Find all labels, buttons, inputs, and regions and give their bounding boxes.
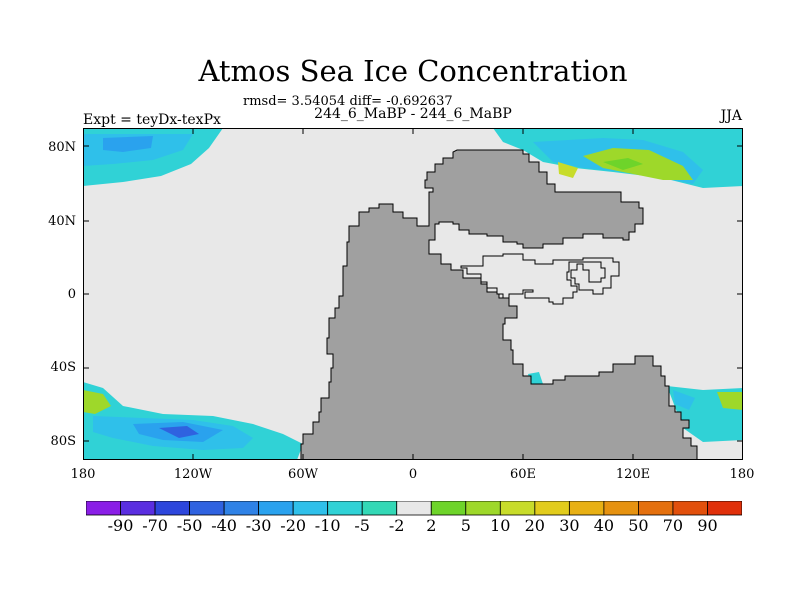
- colorbar-swatch: [396, 501, 432, 516]
- lat-tick-label: 40N: [48, 214, 76, 229]
- lat-tick-label: 80N: [48, 140, 76, 155]
- colorbar-swatch: [120, 501, 156, 516]
- colorbar-label: -40: [211, 516, 237, 535]
- inland-sea: [460, 253, 620, 305]
- lat-tick-label: 0: [67, 287, 76, 302]
- lon-tick-label: 120W: [173, 467, 213, 482]
- colorbar-swatch: [189, 501, 225, 516]
- colorbar-label: 50: [628, 516, 649, 535]
- colorbar-label: -5: [354, 516, 370, 535]
- lat-tick-label: 80S: [50, 434, 76, 449]
- land-mask: [300, 149, 698, 460]
- colorbar-label: 5: [460, 516, 471, 535]
- stats-text: rmsd= 3.54054 diff= -0.692637: [243, 94, 453, 109]
- colorbar-swatch: [154, 501, 190, 516]
- colorbar-swatch: [223, 501, 260, 516]
- colorbar-swatch: [430, 501, 467, 516]
- colorbar-swatch: [534, 501, 570, 516]
- colorbar-label: 20: [524, 516, 545, 535]
- antarctic-ice-anomaly: [83, 372, 743, 460]
- colorbar-label: -30: [245, 516, 272, 535]
- colorbar-label: -2: [388, 516, 405, 535]
- colorbar-label: 2: [426, 516, 437, 535]
- arctic-ice-anomaly: [83, 128, 743, 188]
- colorbar-label: -90: [107, 516, 134, 535]
- colorbar-label: -20: [280, 516, 307, 535]
- lon-tick-label: 120E: [615, 467, 651, 482]
- colorbar-label: 40: [593, 516, 615, 535]
- colorbar-swatch: [603, 501, 639, 516]
- colorbar-swatch: [258, 501, 294, 516]
- colorbar-swatch: [292, 501, 329, 516]
- colorbar-label: -50: [176, 516, 203, 535]
- experiment-label: Expt = teyDx-texPx: [83, 112, 221, 128]
- lat-tick-label: 40S: [50, 360, 76, 375]
- colorbar-label: 10: [490, 516, 511, 535]
- map-plot: [83, 128, 743, 460]
- colorbar-label: 30: [559, 516, 580, 535]
- colorbar: [86, 501, 742, 516]
- colorbar-swatch: [465, 501, 501, 516]
- axis-ticks: [83, 128, 743, 460]
- colorbar-swatch: [672, 501, 708, 516]
- lon-tick-label: 0: [408, 467, 418, 482]
- lon-tick-label: 60W: [288, 467, 318, 482]
- lon-tick-label: 180: [70, 467, 96, 482]
- colorbar-swatch: [86, 501, 121, 516]
- colorbar-swatch: [568, 501, 605, 516]
- colorbar-label: -10: [314, 516, 341, 535]
- runs-label: 244_6_MaBP - 244_6_MaBP: [314, 106, 512, 122]
- colorbar-swatch: [638, 501, 674, 516]
- colorbar-label: -70: [142, 516, 168, 535]
- season-label: JJA: [720, 108, 742, 124]
- lon-tick-label: 60E: [509, 467, 537, 482]
- lon-tick-label: 180: [729, 467, 755, 482]
- colorbar-label: 90: [697, 516, 718, 535]
- plot-title: Atmos Sea Ice Concentration: [198, 54, 628, 88]
- colorbar-swatch: [499, 501, 536, 516]
- colorbar-swatch: [327, 501, 363, 516]
- colorbar-label: 70: [662, 516, 684, 535]
- colorbar-swatch: [361, 501, 398, 516]
- colorbar-swatch: [707, 501, 742, 516]
